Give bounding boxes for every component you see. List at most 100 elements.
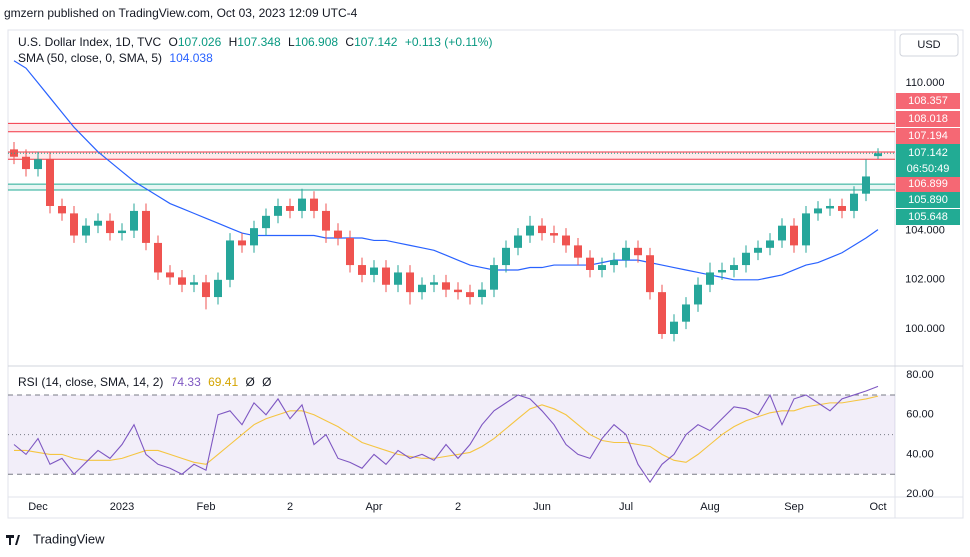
candle-body (862, 176, 870, 194)
rsi-legend: RSI (14, close, SMA, 14, 2) 74.33 69.41 … (18, 375, 276, 389)
level-label-bg (896, 192, 960, 208)
candle-body (394, 272, 402, 285)
candle-body (586, 257, 594, 270)
rsi-title: RSI (14, close, SMA, 14, 2) (18, 375, 164, 389)
candle-body (226, 240, 234, 280)
candle-body (22, 156, 30, 170)
level-label-bg (896, 111, 960, 127)
candle-body (418, 284, 426, 293)
candle-body (238, 240, 246, 246)
y-tick-label: 60.00 (906, 409, 934, 421)
x-tick-label: Dec (28, 501, 48, 513)
level-label: 108.357 (908, 95, 948, 107)
candle-body (634, 247, 642, 256)
y-tick-label: 102.000 (905, 274, 945, 286)
sma-line (13, 60, 879, 281)
rsi-sma-line (14, 395, 879, 465)
candle-body (706, 272, 714, 285)
y-tick-label: 100.000 (905, 323, 945, 335)
x-tick-label: 2 (287, 501, 293, 513)
footer: TradingView (33, 531, 105, 546)
x-tick-label: Feb (197, 501, 216, 513)
candle-body (214, 279, 222, 298)
candle-body (130, 210, 138, 231)
x-tick-label: Sep (784, 501, 804, 513)
y-tick-label: 20.00 (906, 488, 934, 500)
candle-body (814, 208, 822, 214)
level-label-bg (896, 209, 960, 225)
candle-body (382, 267, 390, 285)
level-label: 107.194 (908, 130, 948, 142)
candle-body (538, 225, 546, 234)
candle-body (562, 235, 570, 246)
candle-body (766, 240, 774, 248)
level-label: 105.890 (908, 194, 948, 206)
candle-body (490, 265, 498, 290)
candle-body (682, 304, 690, 322)
rsi-line (13, 385, 879, 484)
currency-button[interactable] (899, 33, 959, 57)
candle-body (298, 198, 306, 211)
ohlc-letter: O (168, 35, 178, 49)
candle-body (622, 247, 630, 261)
x-tick-label: 2023 (110, 501, 134, 513)
last-price-label: 107.142 (908, 147, 948, 159)
rsi-band (8, 394, 895, 475)
candle-body (202, 282, 210, 298)
candle-body (850, 193, 858, 211)
high-value: 107.348 (237, 35, 281, 49)
currency[interactable]: USD (917, 39, 940, 51)
candle-body (286, 205, 294, 211)
x-tick-label: Jun (533, 501, 551, 513)
rsi-extra: Ø (262, 375, 272, 389)
x-tick-label: Jul (619, 501, 633, 513)
candle-body (514, 235, 522, 248)
open-value: 107.026 (177, 35, 222, 49)
candle-body (658, 292, 666, 334)
candle-body (574, 245, 582, 258)
candle-body (154, 242, 162, 273)
candle-body (598, 265, 606, 270)
candle-body (250, 228, 258, 246)
zone (8, 184, 895, 191)
level-label: 106.899 (908, 178, 948, 190)
candle-body (526, 225, 534, 236)
rsi-sma-value: 69.41 (208, 375, 239, 389)
candle-body (370, 267, 378, 275)
candle-body (274, 205, 282, 216)
candle-body (454, 289, 462, 293)
candle-body (790, 225, 798, 246)
candle-body (442, 282, 450, 290)
candle-body (190, 282, 198, 285)
x-tick-label: Apr (365, 501, 382, 513)
candle-body (718, 269, 726, 273)
candle-body (430, 282, 438, 285)
price-legend: U.S. Dollar Index, 1D, TVC O107.026 H107… (18, 35, 496, 49)
candle-body (478, 289, 486, 298)
frame (7, 29, 964, 519)
sma-legend: SMA (50, close, 0, SMA, 5) 104.038 (18, 51, 217, 65)
zone (8, 151, 895, 160)
candle-body (610, 260, 618, 266)
candle-body (346, 237, 354, 266)
candle-body (142, 210, 150, 243)
level-label: 105.648 (908, 211, 948, 223)
candle-body (310, 198, 318, 211)
y-tick-label: 80.00 (906, 369, 934, 381)
low-value: 106.908 (294, 35, 339, 49)
y-tick-label: 110.000 (906, 77, 945, 89)
level-label-bg (896, 128, 960, 144)
candle-body (262, 215, 270, 229)
candle-body (730, 265, 738, 270)
candle-body (826, 205, 834, 209)
candle-body (166, 272, 174, 278)
candle-body (550, 233, 558, 236)
candle-body (778, 225, 786, 241)
close-value: 107.142 (354, 35, 398, 49)
candle-body (106, 220, 114, 234)
candle-body (754, 247, 762, 253)
ohlc-letter: H (228, 35, 238, 49)
candle-body (334, 230, 342, 238)
candle-body (838, 205, 846, 211)
